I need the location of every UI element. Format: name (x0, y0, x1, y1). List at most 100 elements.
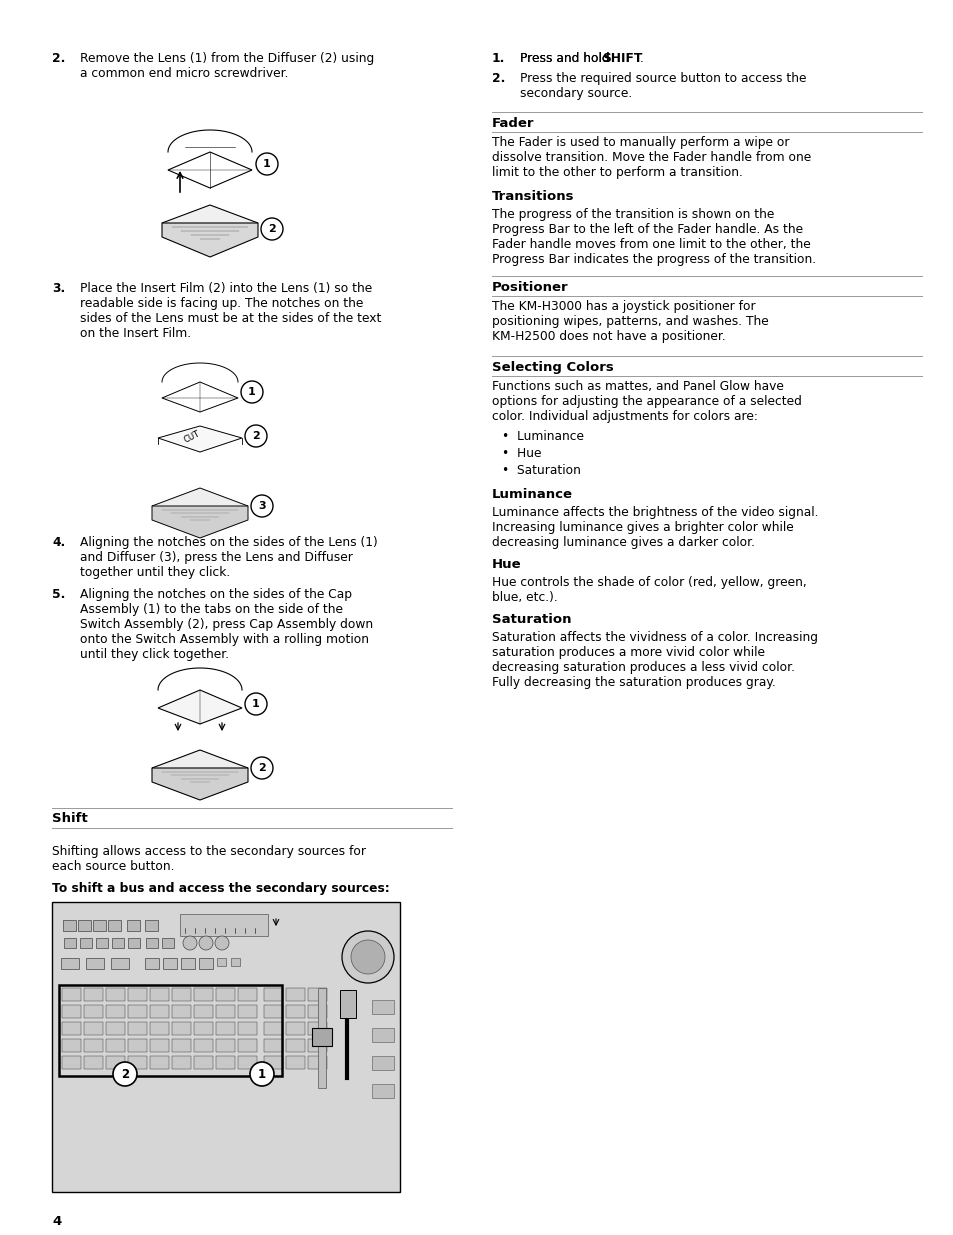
Text: Assembly (1) to the tabs on the side of the: Assembly (1) to the tabs on the side of … (80, 603, 343, 616)
Bar (62, 1023, 81, 1035)
Bar (62, 988, 81, 1002)
Bar (86, 958, 104, 969)
Text: saturation produces a more vivid color while: saturation produces a more vivid color w… (492, 646, 764, 659)
Bar (312, 1028, 332, 1046)
Bar (145, 920, 158, 931)
Text: 2.: 2. (492, 72, 505, 85)
Bar (128, 1039, 147, 1052)
Bar (127, 920, 140, 931)
Bar (128, 939, 140, 948)
Bar (84, 1005, 103, 1018)
Text: Luminance affects the brightness of the video signal.: Luminance affects the brightness of the … (492, 506, 818, 519)
Bar (62, 1039, 81, 1052)
Bar (146, 939, 158, 948)
Bar (231, 958, 240, 966)
Circle shape (112, 1062, 137, 1086)
Bar (150, 988, 169, 1002)
Bar (237, 1056, 256, 1070)
Text: Fader: Fader (492, 117, 534, 130)
Text: 1: 1 (257, 1067, 266, 1081)
Text: 3.: 3. (52, 282, 65, 295)
Bar (84, 988, 103, 1002)
Text: Functions such as mattes, and Panel Glow have: Functions such as mattes, and Panel Glow… (492, 380, 783, 393)
Bar (106, 988, 125, 1002)
Circle shape (351, 940, 385, 974)
Bar (264, 1005, 283, 1018)
Polygon shape (152, 506, 248, 538)
Bar (63, 920, 76, 931)
Circle shape (199, 936, 213, 950)
Text: Fully decreasing the saturation produces gray.: Fully decreasing the saturation produces… (492, 676, 775, 689)
Bar (78, 920, 91, 931)
Bar (193, 1056, 213, 1070)
Text: Saturation: Saturation (492, 613, 571, 626)
Text: The KM-H3000 has a joystick positioner for: The KM-H3000 has a joystick positioner f… (492, 300, 755, 312)
Bar (52, 902, 399, 1192)
Bar (237, 1023, 256, 1035)
Bar (162, 939, 173, 948)
Bar (150, 1039, 169, 1052)
Bar (84, 1056, 103, 1070)
Bar (286, 1039, 305, 1052)
Text: The Fader is used to manually perform a wipe or: The Fader is used to manually perform a … (492, 136, 789, 149)
Polygon shape (152, 488, 248, 524)
Polygon shape (162, 224, 257, 257)
Bar (150, 1005, 169, 1018)
Text: onto the Switch Assembly with a rolling motion: onto the Switch Assembly with a rolling … (80, 634, 369, 646)
Text: KM-H2500 does not have a positioner.: KM-H2500 does not have a positioner. (492, 330, 725, 343)
Text: limit to the other to perform a transition.: limit to the other to perform a transiti… (492, 165, 742, 179)
Bar (145, 958, 159, 969)
Bar (84, 1023, 103, 1035)
Bar (180, 914, 268, 936)
Circle shape (250, 1062, 274, 1086)
Text: 2: 2 (252, 431, 259, 441)
Text: Transitions: Transitions (492, 190, 574, 203)
Bar (308, 1039, 327, 1052)
Text: The progress of the transition is shown on the: The progress of the transition is shown … (492, 207, 774, 221)
Circle shape (251, 757, 273, 779)
Bar (286, 988, 305, 1002)
Bar (92, 920, 106, 931)
Bar (172, 1023, 191, 1035)
Circle shape (251, 495, 273, 517)
Bar (193, 1005, 213, 1018)
Bar (111, 958, 129, 969)
Polygon shape (158, 426, 242, 452)
Text: 1: 1 (263, 159, 271, 169)
Text: To shift a bus and access the secondary sources:: To shift a bus and access the secondary … (52, 882, 390, 895)
Text: •  Luminance: • Luminance (501, 430, 583, 443)
Bar (106, 1023, 125, 1035)
Bar (106, 1005, 125, 1018)
Text: Progress Bar to the left of the Fader handle. As the: Progress Bar to the left of the Fader ha… (492, 224, 802, 236)
Text: 4: 4 (52, 1215, 61, 1228)
Bar (181, 958, 194, 969)
Circle shape (341, 931, 394, 983)
Text: Luminance: Luminance (492, 488, 573, 501)
Text: options for adjusting the appearance of a selected: options for adjusting the appearance of … (492, 395, 801, 408)
Text: color. Individual adjustments for colors are:: color. Individual adjustments for colors… (492, 410, 757, 424)
Bar (215, 1005, 234, 1018)
Bar (308, 1056, 327, 1070)
Bar (372, 1084, 394, 1098)
Bar (112, 939, 124, 948)
Bar (106, 1039, 125, 1052)
Bar (150, 1056, 169, 1070)
Text: Hue: Hue (492, 558, 521, 571)
Bar (150, 1023, 169, 1035)
Bar (237, 1005, 256, 1018)
Text: 1: 1 (248, 387, 255, 396)
Bar (172, 1056, 191, 1070)
Text: Aligning the notches on the sides of the Cap: Aligning the notches on the sides of the… (80, 588, 352, 601)
Bar (237, 988, 256, 1002)
Circle shape (241, 382, 263, 403)
Bar (163, 958, 177, 969)
Text: Switch Assembly (2), press Cap Assembly down: Switch Assembly (2), press Cap Assembly … (80, 618, 373, 631)
Bar (96, 939, 108, 948)
Circle shape (214, 936, 229, 950)
Bar (339, 990, 355, 1018)
Text: •  Saturation: • Saturation (501, 464, 580, 477)
Bar (106, 1056, 125, 1070)
Bar (308, 1005, 327, 1018)
Circle shape (245, 693, 267, 715)
Bar (372, 1000, 394, 1014)
